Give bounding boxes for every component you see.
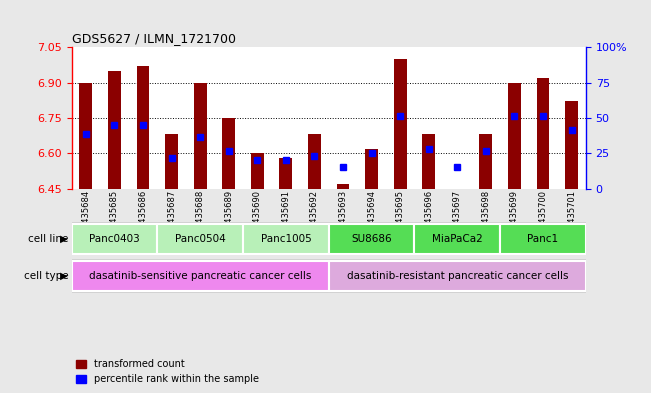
Bar bbox=[194, 83, 206, 189]
Bar bbox=[72, 224, 158, 254]
Text: Panc1005: Panc1005 bbox=[260, 234, 311, 244]
Legend: transformed count, percentile rank within the sample: transformed count, percentile rank withi… bbox=[76, 359, 259, 384]
Text: cell line: cell line bbox=[28, 234, 68, 244]
Text: Panc1: Panc1 bbox=[527, 234, 559, 244]
Text: dasatinib-sensitive pancreatic cancer cells: dasatinib-sensitive pancreatic cancer ce… bbox=[89, 271, 311, 281]
Bar bbox=[500, 224, 586, 254]
Text: Panc0403: Panc0403 bbox=[89, 234, 140, 244]
Bar bbox=[536, 78, 549, 189]
Bar bbox=[329, 261, 586, 291]
Bar bbox=[394, 59, 407, 189]
Bar bbox=[279, 158, 292, 189]
Bar bbox=[72, 261, 329, 291]
Text: MiaPaCa2: MiaPaCa2 bbox=[432, 234, 482, 244]
Text: ▶: ▶ bbox=[57, 234, 68, 244]
Bar bbox=[337, 184, 350, 189]
Bar bbox=[243, 224, 329, 254]
Bar bbox=[223, 118, 235, 189]
Text: ▶: ▶ bbox=[57, 271, 68, 281]
Bar bbox=[137, 66, 150, 189]
Bar bbox=[508, 83, 521, 189]
Bar bbox=[329, 224, 415, 254]
Bar bbox=[308, 134, 321, 189]
Text: GDS5627 / ILMN_1721700: GDS5627 / ILMN_1721700 bbox=[72, 31, 236, 44]
Bar bbox=[165, 134, 178, 189]
Bar bbox=[365, 149, 378, 189]
Bar bbox=[108, 71, 121, 189]
Text: SU8686: SU8686 bbox=[352, 234, 392, 244]
Bar bbox=[565, 101, 578, 189]
Bar bbox=[251, 153, 264, 189]
Bar bbox=[480, 134, 492, 189]
Text: dasatinib-resistant pancreatic cancer cells: dasatinib-resistant pancreatic cancer ce… bbox=[346, 271, 568, 281]
Text: cell type: cell type bbox=[23, 271, 68, 281]
Text: Panc0504: Panc0504 bbox=[175, 234, 225, 244]
Bar bbox=[422, 134, 435, 189]
Bar bbox=[415, 224, 500, 254]
Bar bbox=[79, 83, 92, 189]
Bar bbox=[158, 224, 243, 254]
